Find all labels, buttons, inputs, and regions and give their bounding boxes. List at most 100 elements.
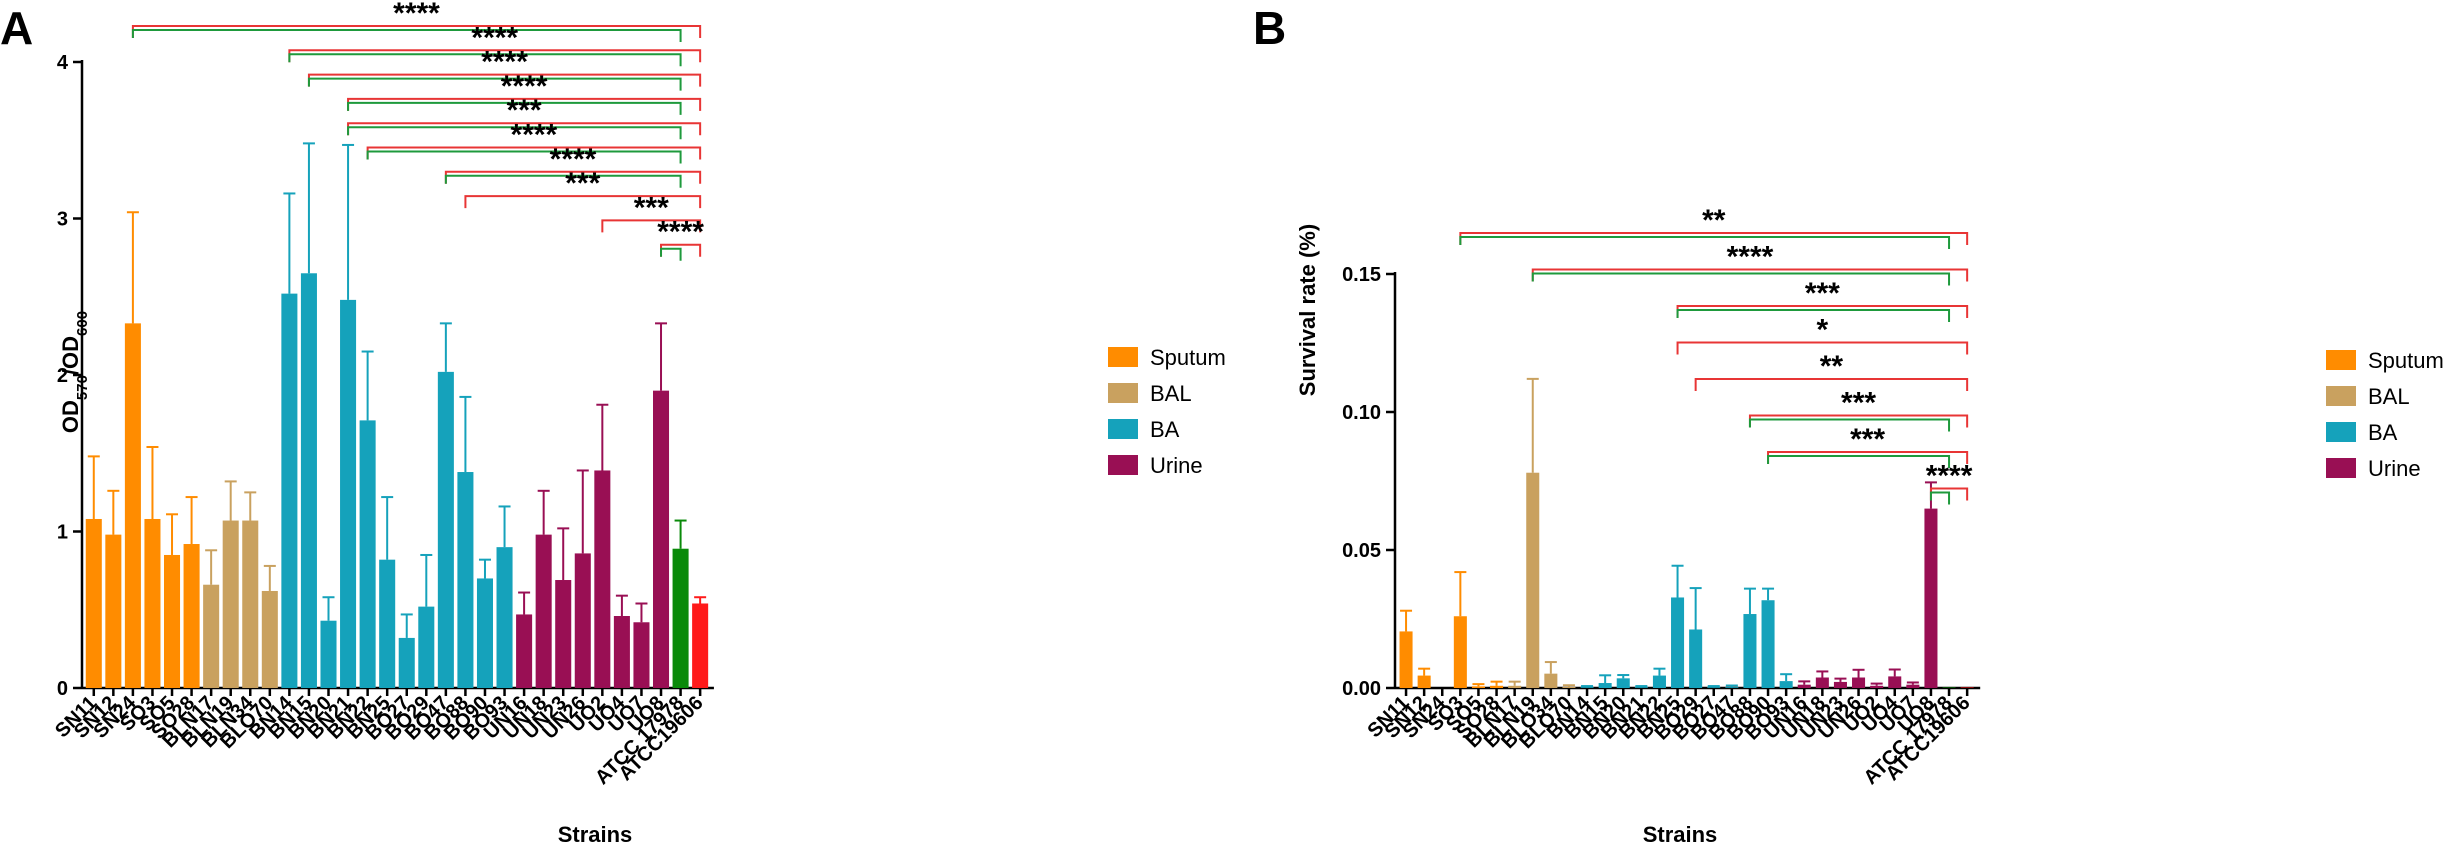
chart-a-y-tick-label: 2	[57, 365, 68, 387]
chart-b-bar	[1906, 684, 1920, 688]
chart-a-bar	[418, 606, 435, 688]
chart-b-bracket-red	[1694, 378, 1969, 391]
chart-a-bar	[398, 637, 415, 688]
chart-a-significance-label: ****	[550, 143, 597, 176]
chart-a-bar	[144, 518, 161, 688]
chart-a: 01234SN11SN12SN24SO3SO5SO28BLN17BLN19BLN…	[51, 0, 714, 789]
chart-a-bar	[281, 293, 298, 688]
chart-a-bracket-green	[288, 53, 682, 67]
chart-a-bar	[692, 603, 709, 688]
chart-a-bar	[242, 520, 259, 688]
chart-a-bar	[340, 299, 357, 688]
chart-a-bar	[320, 620, 337, 688]
chart-a-significance-label: ****	[481, 46, 528, 79]
chart-a-bar	[437, 371, 454, 688]
chart-a-significance-label: ****	[657, 216, 704, 249]
chart-a-bar	[183, 544, 200, 688]
chart-b-significance-label: ***	[1850, 423, 1885, 456]
chart-b-bar	[1779, 681, 1793, 688]
legend-b-label-ba: BA	[2368, 420, 2398, 445]
chart-a-y-tick-label: 3	[57, 209, 68, 231]
chart-b-bracket-green	[1531, 272, 1951, 286]
chart-b-significance-label: **	[1820, 350, 1844, 383]
chart-b-bar	[1598, 683, 1612, 688]
legend-b-label-sputum: Sputum	[2368, 348, 2444, 373]
chart-b-bar	[1580, 687, 1594, 688]
chart-a-bracket-green	[307, 77, 682, 91]
chart-a-bracket-green	[444, 174, 682, 188]
chart-b-bar	[1399, 631, 1413, 688]
legend-b-label-urine: Urine	[2368, 456, 2421, 481]
chart-b-significance-label: ***	[1805, 277, 1840, 310]
chart-a-significance-label: ***	[634, 191, 669, 224]
chart-b-bar	[1671, 597, 1685, 688]
chart-a-bar	[535, 534, 552, 688]
chart-b-bar	[1888, 676, 1902, 688]
chart-a-bar	[164, 554, 181, 688]
legend-a-label-urine: Urine	[1150, 453, 1203, 478]
legend-b-swatch-urine	[2326, 458, 2356, 478]
chart-a-bracket-green	[347, 126, 682, 140]
chart-b-significance-label: **	[1702, 204, 1726, 237]
chart-b-bracket-green	[1748, 418, 1951, 432]
legend-b-swatch-ba	[2326, 422, 2356, 442]
chart-b-bar	[1471, 686, 1485, 688]
chart-a-bar	[105, 534, 122, 688]
chart-b-significance-label: *	[1817, 314, 1829, 347]
chart-b-bar	[1870, 685, 1884, 688]
chart-b-y-tick-label: 0.05	[1342, 540, 1381, 562]
chart-b-bar	[1544, 673, 1558, 688]
chart-a-bar	[613, 616, 630, 688]
chart-a-bar	[672, 548, 689, 688]
chart-a-bar	[203, 584, 220, 688]
chart-b-bar	[1652, 675, 1666, 688]
chart-a-y-tick-label: 4	[57, 52, 69, 74]
chart-a-bar	[476, 578, 493, 688]
chart-b-bar	[1815, 677, 1829, 688]
chart-b-bracket-green	[1767, 455, 1951, 468]
chart-b-bracket-red	[1676, 341, 1969, 355]
legend-a-label-ba: BA	[1150, 417, 1180, 442]
chart-b-bar	[1725, 687, 1739, 688]
chart-a-bar	[222, 520, 239, 688]
chart-b-significance-label: ***	[1841, 387, 1876, 420]
chart-a-bracket-red	[601, 219, 702, 233]
chart-a-bracket-green	[660, 247, 682, 261]
chart-b-significance-label: ****	[1727, 241, 1774, 274]
chart-a-bar	[496, 547, 513, 688]
chart-a-bar	[574, 553, 591, 688]
legend-a-swatch-bal	[1108, 383, 1138, 403]
panel-label-b: B	[1253, 2, 1286, 54]
chart-b: 0.000.050.100.15SN11SN12SN24SO3SO5SO28BL…	[1342, 204, 1981, 789]
chart-b-bar	[1852, 677, 1866, 688]
chart-a-bar	[633, 622, 650, 688]
chart-b-bar	[1707, 687, 1721, 688]
chart-a-significance-label: ****	[471, 21, 518, 54]
legend-a: Sputum BAL BA Urine	[1108, 345, 1226, 478]
chart-b-bar	[1924, 508, 1938, 688]
chart-a-bar	[555, 580, 572, 688]
chart-a-y-tick-label: 0	[57, 678, 68, 700]
chart-b-x-axis-title: Strains	[1643, 822, 1718, 846]
chart-a-y-tick-label: 1	[57, 522, 68, 544]
chart-b-bar	[1453, 616, 1467, 688]
legend-b-swatch-sputum	[2326, 350, 2356, 370]
legend-b-swatch-bal	[2326, 386, 2356, 406]
chart-b-bar	[1417, 675, 1431, 688]
chart-a-bar	[300, 273, 317, 688]
legend-a-swatch-ba	[1108, 419, 1138, 439]
legend-b: Sputum BAL BA Urine	[2326, 348, 2444, 481]
chart-a-bracket-green	[347, 101, 682, 115]
chart-a-significance-label: ****	[393, 0, 440, 30]
chart-a-bar	[261, 590, 278, 688]
legend-a-label-sputum: Sputum	[1150, 345, 1226, 370]
legend-b-label-bal: BAL	[2368, 384, 2410, 409]
chart-a-bracket-green	[131, 29, 682, 42]
chart-a-bar	[359, 420, 376, 688]
chart-a-significance-label: ***	[507, 94, 542, 127]
chart-b-bracket-green	[1459, 236, 1951, 249]
chart-b-bar	[1616, 678, 1630, 688]
chart-b-bar	[1634, 687, 1648, 688]
chart-b-y-tick-label: 0.15	[1342, 264, 1381, 286]
